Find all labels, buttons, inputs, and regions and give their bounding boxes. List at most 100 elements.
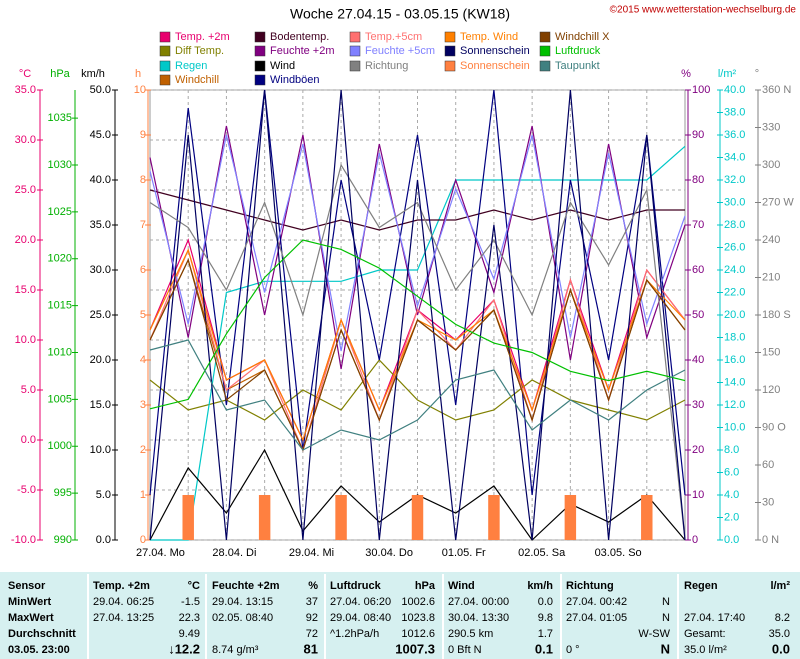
table-cell: °C bbox=[188, 580, 200, 592]
tick-label: 3 bbox=[140, 399, 146, 411]
legend-swatch bbox=[444, 31, 456, 43]
legend-swatch bbox=[349, 45, 361, 57]
legend-swatch bbox=[444, 60, 456, 72]
table-cell: 27.04. 13:25 bbox=[93, 612, 154, 624]
table-cell: 29.04. 08:40 bbox=[330, 612, 391, 624]
axis-title: °C bbox=[19, 68, 31, 80]
tick-label: 50.0 bbox=[90, 84, 111, 96]
legend-swatch bbox=[254, 60, 266, 72]
tick-label: 60 bbox=[692, 264, 704, 276]
legend-label: Bodentemp. bbox=[270, 31, 329, 43]
table-cell: MaxWert bbox=[8, 612, 54, 624]
tick-label: 22.0 bbox=[724, 286, 745, 298]
tick-label: 1010 bbox=[48, 346, 72, 358]
tick-label: 30 bbox=[692, 399, 704, 411]
legend-label: Windchill bbox=[175, 74, 219, 86]
tick-label: 1035 bbox=[48, 112, 72, 124]
tick-label: 90 bbox=[692, 129, 704, 141]
table-cell: 27.04. 06:20 bbox=[330, 596, 391, 608]
legend-swatch bbox=[539, 60, 551, 72]
table-cell: 1023.8 bbox=[401, 612, 435, 624]
tick-label: 20 bbox=[692, 444, 704, 456]
tick-label: 35.0 bbox=[15, 84, 36, 96]
tick-label: 1020 bbox=[48, 253, 72, 265]
table-cell: ^1.2hPa/h bbox=[330, 628, 379, 640]
table-cell: 27.04. 17:40 bbox=[684, 612, 745, 624]
tick-label: 0.0 bbox=[724, 534, 739, 546]
legend-label: Sonnenschein bbox=[460, 45, 530, 57]
tick-label: 300 bbox=[762, 159, 780, 171]
tick-label: 10.0 bbox=[724, 421, 745, 433]
table-cell: 1012.6 bbox=[401, 628, 435, 640]
table-cell: 35.0 l/m² bbox=[684, 644, 727, 656]
tick-label: 240 bbox=[762, 234, 780, 246]
legend-label: Feuchte +2m bbox=[270, 45, 335, 57]
legend-swatch bbox=[539, 45, 551, 57]
table-cell: 0 Bft N bbox=[448, 644, 482, 656]
table-cell: 03.05. 23:00 bbox=[8, 644, 70, 656]
legend-label: Richtung bbox=[365, 60, 408, 72]
table-cell: 1002.6 bbox=[401, 596, 435, 608]
tick-label: 8.0 bbox=[724, 444, 739, 456]
tick-label: 360 N bbox=[762, 84, 791, 96]
tick-label: 70 bbox=[692, 219, 704, 231]
legend-label: Sonnenschein bbox=[460, 60, 530, 72]
table-cell: 92 bbox=[306, 612, 318, 624]
x-tick-label: 29.04. Mi bbox=[289, 547, 334, 559]
axis-title: ° bbox=[755, 68, 759, 80]
series-line bbox=[149, 134, 686, 352]
tick-label: 4 bbox=[140, 354, 146, 366]
series-line bbox=[149, 339, 686, 451]
tick-label: 0.0 bbox=[96, 534, 111, 546]
tick-label: 16.0 bbox=[724, 354, 745, 366]
tick-label: 14.0 bbox=[724, 376, 745, 388]
legend-label: Windchill X bbox=[555, 31, 610, 43]
series-line bbox=[149, 248, 686, 452]
tick-label: 34.0 bbox=[724, 151, 745, 163]
tick-label: 0 bbox=[140, 534, 146, 546]
series-line bbox=[149, 89, 686, 496]
table-cell: MinWert bbox=[8, 596, 52, 608]
tick-label: 20.0 bbox=[724, 309, 745, 321]
tick-label: 20.0 bbox=[90, 354, 111, 366]
table-cell: 27.04. 01:05 bbox=[566, 612, 627, 624]
legend-swatch bbox=[159, 45, 171, 57]
table-cell: Gesamt: bbox=[684, 628, 726, 640]
table-background bbox=[0, 572, 800, 659]
legend-label: Wind bbox=[270, 60, 295, 72]
tick-label: 5 bbox=[140, 309, 146, 321]
table-cell: % bbox=[308, 580, 318, 592]
tick-label: -5.0 bbox=[17, 484, 36, 496]
tick-label: 15.0 bbox=[15, 284, 36, 296]
tick-label: 270 W bbox=[762, 196, 794, 208]
tick-label: 15.0 bbox=[90, 399, 111, 411]
table-cell: 35.0 bbox=[769, 628, 790, 640]
table-cell: Richtung bbox=[566, 580, 614, 592]
tick-label: 9 bbox=[140, 129, 146, 141]
tick-label: 40.0 bbox=[90, 174, 111, 186]
tick-label: 1025 bbox=[48, 206, 72, 218]
table-cell: W-SW bbox=[638, 628, 670, 640]
tick-label: 995 bbox=[54, 487, 72, 499]
legend-swatch bbox=[159, 60, 171, 72]
table-cell: 02.05. 08:40 bbox=[212, 612, 273, 624]
table-cell: 0.0 bbox=[772, 641, 790, 656]
tick-label: 8 bbox=[140, 174, 146, 186]
series-line bbox=[149, 258, 686, 452]
table-cell: Regen bbox=[684, 580, 718, 592]
table-cell: 0.0 bbox=[538, 596, 553, 608]
table-cell: Wind bbox=[448, 580, 475, 592]
series-line bbox=[149, 163, 686, 541]
tick-label: 26.0 bbox=[724, 241, 745, 253]
legend-label: Regen bbox=[175, 60, 207, 72]
table-cell: 30.04. 13:30 bbox=[448, 612, 509, 624]
tick-label: 36.0 bbox=[724, 129, 745, 141]
table-cell: 9.49 bbox=[179, 628, 200, 640]
x-tick-label: 30.04. Do bbox=[365, 547, 413, 559]
x-tick-label: 28.04. Di bbox=[212, 547, 256, 559]
tick-label: 2 bbox=[140, 444, 146, 456]
legend-label: Temp.+5cm bbox=[365, 31, 422, 43]
axis-title: h bbox=[135, 68, 141, 80]
tick-label: 5.0 bbox=[96, 489, 111, 501]
tick-label: 40 bbox=[692, 354, 704, 366]
